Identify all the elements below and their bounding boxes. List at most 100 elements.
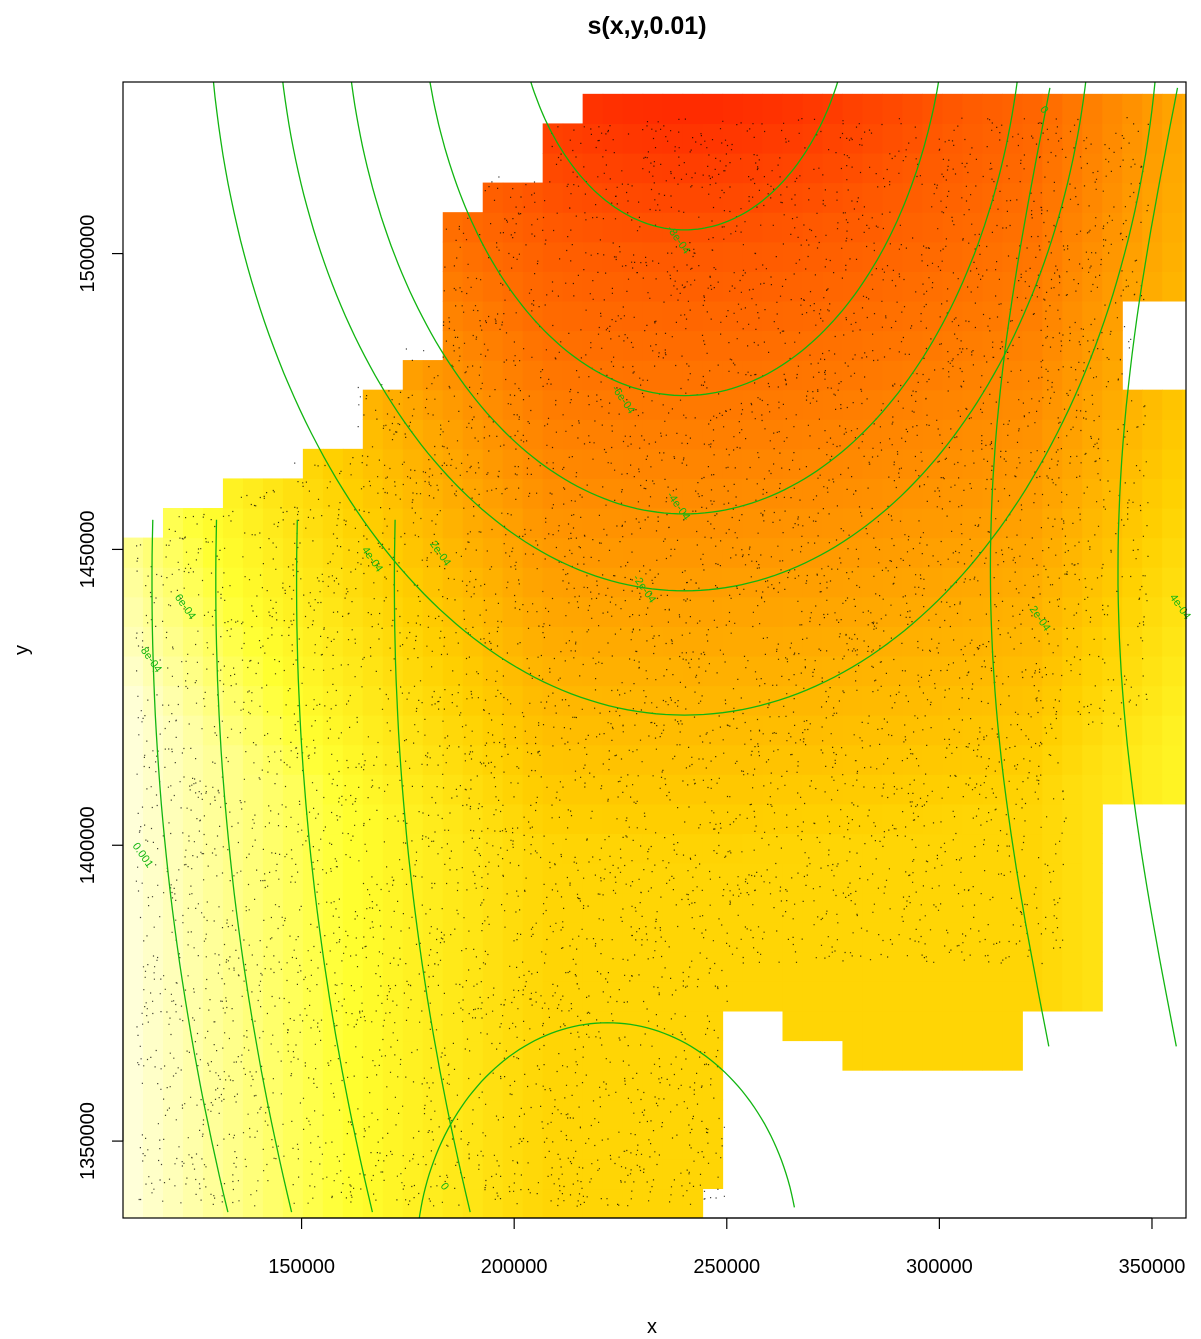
heat-cell (1022, 153, 1043, 184)
heat-cell (642, 389, 664, 420)
heat-cell (682, 212, 704, 243)
heat-cell (622, 508, 644, 539)
heat-cell (1042, 508, 1063, 539)
heat-cell (642, 981, 664, 1012)
heat-cell (602, 271, 624, 302)
heat-cell (562, 241, 584, 272)
heat-cell (682, 153, 704, 184)
heat-cell (262, 715, 284, 746)
heat-cell (542, 1010, 564, 1042)
heat-cell (942, 360, 963, 391)
heat-cell (582, 241, 604, 272)
heat-cell (822, 951, 844, 982)
heat-cell (682, 833, 704, 864)
heat-cell (1142, 508, 1163, 539)
heat-cell (662, 300, 684, 332)
heat-cell (662, 478, 684, 509)
heat-cell (1042, 123, 1063, 154)
heat-cell (202, 508, 224, 539)
heat-cell (522, 715, 544, 746)
heat-cell (682, 93, 704, 125)
heat-cell (262, 863, 284, 894)
heat-cell (242, 1099, 264, 1130)
heat-cell (382, 1158, 404, 1190)
heat-cell (1082, 715, 1103, 746)
heat-cell (582, 567, 604, 598)
heat-cell (123, 537, 144, 568)
heat-cell (422, 1158, 444, 1190)
heat-cell (142, 567, 164, 598)
heat-cell (1182, 655, 1186, 687)
heat-cell (882, 803, 903, 835)
heat-cell (962, 863, 983, 894)
heat-cell (1062, 330, 1083, 361)
heat-cell (882, 655, 903, 687)
heat-cell (782, 596, 804, 627)
heat-cell (242, 1070, 264, 1101)
heat-cell (962, 981, 983, 1012)
heat-cell (782, 537, 804, 568)
heat-cell (142, 715, 164, 746)
heat-cell (622, 241, 644, 272)
heat-cell (1182, 478, 1186, 509)
heat-cell (123, 655, 144, 687)
heat-cell (282, 1188, 304, 1218)
heat-cell (622, 1129, 644, 1160)
heat-cell (123, 626, 144, 657)
heat-cell (802, 182, 824, 213)
heat-cell (182, 508, 204, 539)
heat-cell (162, 1040, 184, 1071)
heat-cell (942, 212, 963, 243)
heat-cell (682, 1040, 704, 1071)
heat-cell (162, 1158, 184, 1190)
heat-cell (882, 833, 903, 864)
heat-cell (902, 212, 923, 243)
heat-cell (1002, 626, 1023, 657)
heat-cell (662, 685, 684, 716)
heat-cell (402, 774, 424, 805)
heat-cell (482, 951, 504, 982)
heat-cell (422, 892, 444, 923)
heat-cell (1182, 715, 1186, 746)
heat-cell (442, 1070, 464, 1101)
heat-cell (702, 478, 724, 509)
heat-cell (1062, 478, 1083, 509)
heat-cell (622, 863, 644, 894)
heat-cell (142, 685, 164, 716)
heat-cell (942, 951, 963, 982)
heat-cell (902, 596, 923, 627)
heat-cell (242, 863, 264, 894)
heat-cell (422, 596, 444, 627)
heat-cell (742, 123, 764, 154)
heat-cell (242, 567, 264, 598)
heat-cell (402, 360, 424, 391)
heat-cell (222, 1158, 244, 1190)
heat-cell (382, 1040, 404, 1071)
heat-cell (542, 1099, 564, 1130)
heat-cell (882, 330, 903, 361)
heat-cell (542, 833, 564, 864)
heat-cell (882, 153, 903, 184)
heat-cell (242, 833, 264, 864)
heat-cell (762, 744, 784, 775)
heat-cell (322, 655, 344, 687)
heat-cell (602, 715, 624, 746)
heat-cell (602, 922, 624, 953)
heat-cell (682, 300, 704, 332)
heat-cell (1162, 419, 1183, 450)
heat-cell (482, 360, 504, 391)
x-axis: 150000 200000 250000 300000 350000 (268, 1217, 1185, 1278)
heat-cell (782, 300, 804, 332)
heat-cell (302, 508, 324, 539)
heat-cell (802, 774, 824, 805)
heat-cell (1102, 448, 1123, 480)
heat-cell (1042, 448, 1063, 480)
heat-cell (822, 330, 844, 361)
heat-cell (742, 833, 764, 864)
heat-cell (802, 655, 824, 687)
heat-cell (742, 508, 764, 539)
heat-cell (782, 1010, 804, 1042)
heat-cell (242, 1158, 264, 1190)
heat-cell (842, 1040, 864, 1071)
heat-cell (822, 419, 844, 450)
